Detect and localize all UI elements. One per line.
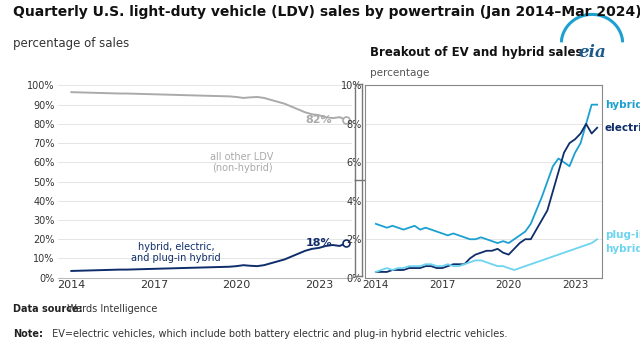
Text: hybrid: hybrid (605, 244, 640, 254)
Text: hybrid, electric,
and plug-in hybrid: hybrid, electric, and plug-in hybrid (131, 242, 221, 263)
Text: Note:: Note: (13, 329, 43, 339)
Text: Breakout of EV and hybrid sales: Breakout of EV and hybrid sales (369, 46, 582, 58)
Text: 82%: 82% (305, 115, 332, 125)
Text: 18%: 18% (305, 238, 332, 248)
Text: hybrid: hybrid (605, 100, 640, 110)
Text: Wards Intelligence: Wards Intelligence (64, 304, 157, 314)
Text: plug-in: plug-in (605, 230, 640, 240)
Text: eia: eia (578, 44, 606, 62)
Text: Quarterly U.S. light-duty vehicle (LDV) sales by powertrain (Jan 2014–Mar 2024): Quarterly U.S. light-duty vehicle (LDV) … (13, 5, 640, 19)
Text: electric: electric (605, 123, 640, 133)
Text: Data source:: Data source: (13, 304, 83, 314)
Text: EV=electric vehicles, which include both battery electric and plug-in hybrid ele: EV=electric vehicles, which include both… (49, 329, 507, 339)
Text: percentage: percentage (369, 68, 429, 78)
Text: all other LDV
(non-hybrid): all other LDV (non-hybrid) (211, 152, 274, 173)
Text: percentage of sales: percentage of sales (13, 37, 129, 51)
